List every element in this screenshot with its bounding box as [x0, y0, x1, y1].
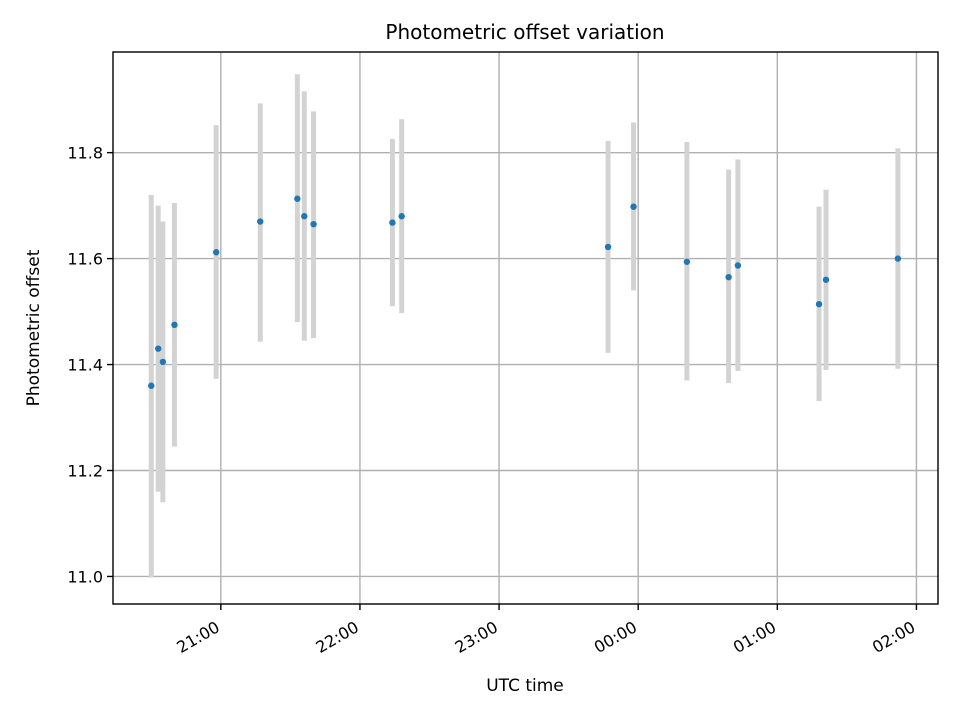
y-tick-label: 11.6	[67, 250, 103, 269]
y-axis-label: Photometric offset	[24, 249, 44, 406]
x-axis-ticks: 21:00 22:00 23:00 00:00 01:00 02:00	[173, 604, 918, 657]
y-axis-ticks: 11.0 11.2 11.4 11.6 11.8	[67, 144, 113, 586]
grid-lines	[113, 52, 938, 604]
y-tick-label: 11.0	[67, 567, 103, 586]
x-axis-label: UTC time	[486, 676, 564, 696]
x-tick-label: 00:00	[591, 617, 640, 657]
data-point	[212, 249, 220, 256]
x-tick-label: 21:00	[173, 617, 222, 657]
data-point	[257, 218, 264, 225]
data-point	[294, 195, 301, 202]
data-point	[159, 358, 167, 366]
data-point	[734, 262, 742, 269]
data-point	[310, 220, 317, 228]
x-tick-label: 23:00	[452, 617, 501, 657]
data-point	[171, 321, 178, 329]
chart-title: Photometric offset variation	[385, 20, 664, 44]
data-point	[389, 219, 396, 226]
y-tick-label: 11.4	[67, 356, 103, 375]
error-bars	[148, 74, 901, 578]
y-tick-label: 11.2	[67, 462, 103, 481]
y-tick-label: 11.8	[67, 144, 103, 163]
data-point	[155, 345, 162, 352]
data-point	[683, 258, 691, 265]
data-point	[301, 213, 308, 220]
data-point	[604, 243, 612, 251]
x-tick-label: 01:00	[730, 617, 779, 657]
data-point	[822, 276, 830, 283]
data-point	[894, 255, 902, 262]
x-tick-label: 22:00	[313, 617, 362, 657]
data-point	[148, 382, 155, 389]
x-tick-label: 02:00	[869, 617, 918, 657]
plot-frame	[112, 51, 939, 605]
data-point	[725, 273, 732, 281]
data-point	[815, 300, 823, 308]
data-points	[148, 195, 902, 389]
data-point	[630, 203, 637, 210]
data-point	[398, 213, 405, 220]
